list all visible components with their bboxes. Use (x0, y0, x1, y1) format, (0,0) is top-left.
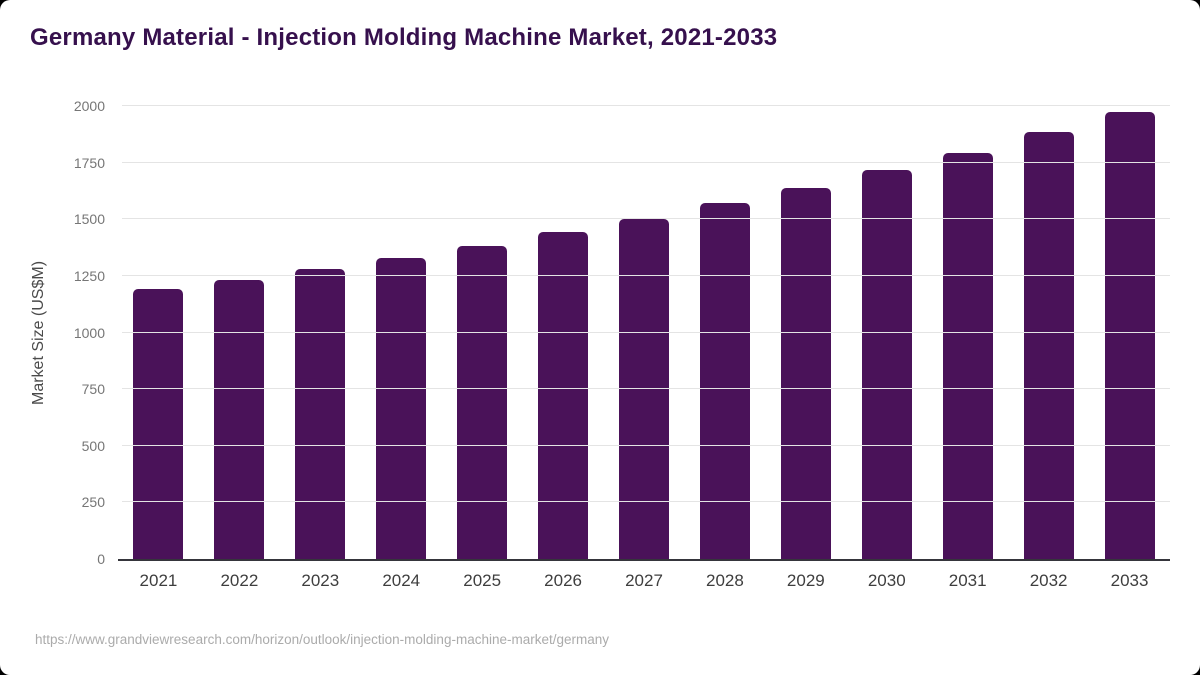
bar-2021[interactable] (133, 289, 184, 559)
bar-slot-2033 (1089, 106, 1170, 559)
bar-slot-2031 (927, 106, 1008, 559)
x-tick-2022: 2022 (220, 571, 259, 590)
gridline-1500 (122, 218, 1170, 220)
bar-2033[interactable] (1104, 111, 1155, 559)
x-tick-2031: 2031 (948, 571, 987, 590)
bar-slot-2030 (846, 106, 927, 559)
x-tick-2025: 2025 (463, 571, 502, 590)
source-url: https://www.grandviewresearch.com/horizo… (35, 632, 610, 647)
bar-2025[interactable] (457, 245, 508, 559)
bar-slot-2029 (765, 106, 846, 559)
bar-2023[interactable] (295, 268, 346, 559)
bar-slot-2026 (523, 106, 604, 559)
x-tick-2023: 2023 (301, 571, 340, 590)
x-tick-2029: 2029 (786, 571, 825, 590)
bar-2029[interactable] (780, 187, 831, 559)
x-tick-2032: 2032 (1029, 571, 1068, 590)
y-tick-750: 750 (81, 381, 105, 398)
gridline-1000 (122, 331, 1170, 333)
x-tick-2024: 2024 (382, 571, 421, 590)
x-tick-2033: 2033 (1110, 571, 1149, 590)
gridline-1750 (122, 161, 1170, 163)
x-tick-2028: 2028 (706, 571, 744, 590)
bar-2022[interactable] (214, 279, 265, 559)
bar-2026[interactable] (538, 232, 589, 559)
bar-2024[interactable] (376, 257, 427, 559)
y-tick-500: 500 (81, 437, 105, 454)
x-tick-2030: 2030 (867, 571, 906, 590)
y-tick-1750: 1750 (73, 154, 105, 171)
chart-title: Germany Material - Injection Molding Mac… (30, 24, 778, 51)
bar-slot-2024 (361, 106, 442, 559)
gridline-750 (122, 388, 1170, 390)
gridline-250 (122, 501, 1170, 503)
bar-slot-2028 (684, 106, 765, 559)
y-tick-2000: 2000 (73, 98, 105, 114)
gridline-500 (122, 444, 1170, 446)
bar-slot-2027 (604, 106, 685, 559)
y-tick-0: 0 (97, 551, 105, 567)
bar-slot-2025 (442, 106, 523, 559)
bar-2028[interactable] (699, 203, 750, 559)
bar-2031[interactable] (942, 152, 993, 559)
gridline-1250 (122, 274, 1170, 276)
plot-area (118, 105, 1170, 561)
bar-2030[interactable] (861, 170, 912, 559)
x-tick-2021: 2021 (139, 571, 178, 590)
bar-series (118, 106, 1170, 559)
y-axis-tick-labels: 0 250 500 750 1000 1250 1500 1750 2000 (20, 98, 105, 567)
y-tick-250: 250 (81, 494, 105, 511)
x-tick-2027: 2027 (625, 571, 663, 590)
bar-2032[interactable] (1023, 132, 1074, 559)
bar-slot-2032 (1008, 106, 1089, 559)
bar-slot-2022 (199, 106, 280, 559)
y-tick-1000: 1000 (73, 324, 105, 341)
gridline-2000 (122, 105, 1170, 106)
bar-slot-2021 (118, 106, 199, 559)
y-tick-1250: 1250 (73, 267, 105, 284)
x-tick-2026: 2026 (544, 571, 582, 590)
x-axis-labels: 2021 2022 2023 2024 2025 2026 2027 2028 2029 2030… (118, 571, 1170, 591)
bar-slot-2023 (280, 106, 361, 559)
y-tick-1500: 1500 (73, 211, 105, 228)
